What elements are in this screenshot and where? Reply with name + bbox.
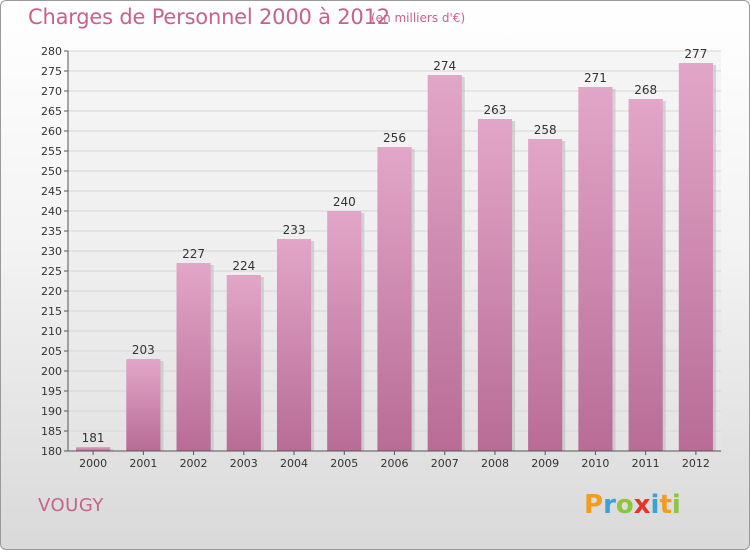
data-label: 271 bbox=[584, 71, 607, 85]
x-tick-label: 2003 bbox=[230, 457, 258, 470]
logo-letter: t bbox=[659, 490, 672, 520]
y-tick-label: 275 bbox=[41, 65, 62, 78]
y-tick-label: 270 bbox=[41, 85, 62, 98]
data-label: 181 bbox=[82, 431, 105, 445]
x-tick-label: 2004 bbox=[280, 457, 308, 470]
x-tick-label: 2007 bbox=[431, 457, 459, 470]
data-label: 268 bbox=[634, 83, 657, 97]
y-tick-label: 235 bbox=[41, 225, 62, 238]
y-tick-label: 200 bbox=[41, 365, 62, 378]
data-label: 256 bbox=[383, 131, 406, 145]
data-label: 258 bbox=[534, 123, 557, 137]
bar bbox=[327, 211, 362, 451]
logo-letter: r bbox=[603, 490, 616, 520]
x-tick-label: 2005 bbox=[330, 457, 358, 470]
x-tick-label: 2010 bbox=[581, 457, 609, 470]
bar bbox=[678, 63, 713, 451]
x-tick-label: 2000 bbox=[79, 457, 107, 470]
bar bbox=[176, 263, 211, 451]
logo-letter: i bbox=[650, 490, 660, 520]
y-tick-label: 255 bbox=[41, 145, 62, 158]
bar bbox=[528, 139, 563, 451]
data-label: 274 bbox=[433, 59, 456, 73]
x-axis: 2000 2001 2002 2003 2004 2005 2006 2007 2008 2009… bbox=[68, 450, 721, 470]
bar bbox=[427, 75, 462, 451]
bar bbox=[477, 119, 513, 451]
proxiti-logo: Proxiti bbox=[584, 490, 681, 520]
place-name: VOUGY bbox=[38, 495, 104, 516]
logo-letter: x bbox=[633, 490, 651, 520]
y-tick-label: 210 bbox=[41, 325, 62, 338]
logo-letter: P bbox=[584, 490, 604, 520]
x-tick-label: 2001 bbox=[129, 457, 157, 470]
data-label: 203 bbox=[132, 343, 155, 357]
y-tick-label: 240 bbox=[41, 205, 62, 218]
data-label: 240 bbox=[333, 195, 356, 209]
y-tick-label: 220 bbox=[41, 285, 62, 298]
y-tick-label: 205 bbox=[41, 345, 62, 358]
bar bbox=[76, 447, 111, 451]
bar bbox=[377, 147, 412, 451]
y-tick-label: 185 bbox=[41, 425, 62, 438]
x-tick-label: 2002 bbox=[180, 457, 208, 470]
y-tick-label: 250 bbox=[41, 165, 62, 178]
y-tick-label: 280 bbox=[41, 45, 62, 58]
x-tick-label: 2009 bbox=[531, 457, 559, 470]
y-axis: 180 185 190 195 200 205 210 215 220 225 230 235 240 2… bbox=[41, 45, 69, 458]
x-tick-label: 2011 bbox=[632, 457, 660, 470]
y-tick-label: 195 bbox=[41, 385, 62, 398]
y-tick-label: 260 bbox=[41, 125, 62, 138]
bar bbox=[628, 99, 663, 451]
logo-letter: o bbox=[615, 490, 634, 520]
y-tick-label: 215 bbox=[41, 305, 62, 318]
chart-title: Charges de Personnel 2000 à 2012 bbox=[28, 5, 390, 29]
data-label: 224 bbox=[232, 259, 255, 273]
bar bbox=[226, 275, 261, 451]
y-tick-label: 230 bbox=[41, 245, 62, 258]
bar bbox=[126, 359, 161, 451]
y-tick-label: 190 bbox=[41, 405, 62, 418]
bar bbox=[276, 239, 312, 451]
data-label: 263 bbox=[484, 103, 507, 117]
y-tick-label: 180 bbox=[41, 445, 62, 458]
x-tick-label: 2012 bbox=[682, 457, 710, 470]
x-tick-label: 2006 bbox=[381, 457, 409, 470]
logo-letter: i bbox=[671, 490, 681, 520]
data-label: 227 bbox=[182, 247, 205, 261]
y-tick-label: 265 bbox=[41, 105, 62, 118]
bars: 181 203 227 224 233 240 256 274 263 258 271 268 277 bbox=[76, 47, 716, 451]
x-tick-label: 2008 bbox=[481, 457, 509, 470]
bar bbox=[578, 87, 613, 451]
chart-subtitle: (en milliers d'€) bbox=[371, 11, 466, 25]
data-label: 277 bbox=[684, 47, 707, 61]
data-label: 233 bbox=[283, 223, 306, 237]
y-tick-label: 225 bbox=[41, 265, 62, 278]
y-tick-label: 245 bbox=[41, 185, 62, 198]
